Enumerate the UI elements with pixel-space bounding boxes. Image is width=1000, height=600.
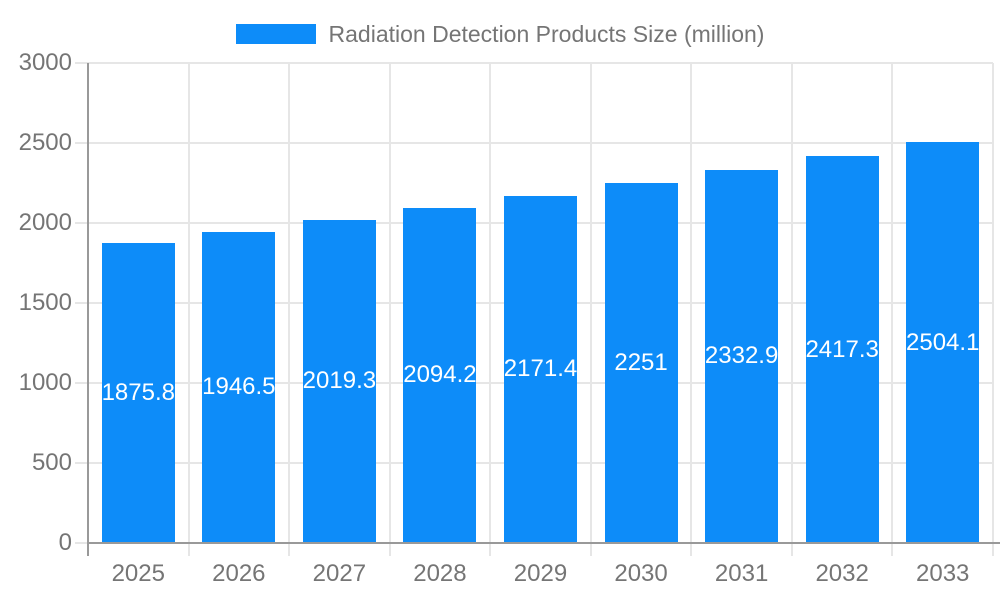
- bar[interactable]: [906, 142, 980, 543]
- y-axis-tick-label: 3000: [18, 49, 72, 76]
- gridline-vertical: [489, 63, 492, 556]
- x-axis-tick-label: 2025: [111, 560, 165, 587]
- bar-value-label: 2251: [614, 348, 668, 376]
- bar-value-label: 2019.3: [302, 367, 377, 395]
- gridline-vertical: [891, 63, 894, 556]
- y-axis-tick-label: 0: [58, 529, 72, 556]
- y-axis-tick-label: 2000: [18, 209, 72, 236]
- y-axis-tick-label: 1500: [18, 289, 72, 316]
- x-axis-tick-label: 2029: [513, 560, 568, 587]
- gridline-horizontal: [75, 142, 993, 144]
- bar[interactable]: [504, 195, 577, 543]
- bar-value-label: 2417.3: [805, 335, 879, 363]
- x-axis-tick-label: 2032: [815, 560, 869, 587]
- bar[interactable]: [202, 231, 276, 543]
- bar-value-label: 1875.8: [101, 378, 175, 406]
- gridline-vertical: [589, 63, 592, 556]
- gridline-horizontal: [75, 62, 993, 64]
- x-axis-tick-label: 2028: [413, 560, 467, 587]
- y-axis-tick-label: 1000: [18, 369, 72, 396]
- legend-label: Radiation Detection Products Size (milli…: [328, 21, 765, 47]
- gridline-vertical: [790, 63, 793, 556]
- y-axis-tick-label: 500: [31, 449, 72, 476]
- bar[interactable]: [101, 242, 175, 543]
- legend[interactable]: Radiation Detection Products Size (milli…: [0, 20, 1000, 48]
- bar-value-label: 2332.9: [704, 342, 779, 370]
- x-axis-tick-label: 2033: [916, 560, 970, 587]
- bar-value-label: 2504.1: [906, 328, 980, 356]
- gridline-vertical: [187, 63, 190, 556]
- y-axis-line: [87, 63, 89, 556]
- gridline-vertical: [690, 63, 693, 556]
- x-axis-tick-label: 2030: [614, 560, 668, 587]
- bar[interactable]: [403, 207, 477, 543]
- bar[interactable]: [302, 219, 376, 543]
- y-axis-tick-label: 2500: [18, 129, 72, 156]
- bar-value-label: 1946.5: [202, 373, 276, 401]
- bar[interactable]: [705, 169, 779, 543]
- x-axis-tick-label: 2026: [212, 560, 266, 587]
- bar-value-label: 2171.4: [503, 355, 578, 383]
- x-axis-line: [88, 542, 1000, 544]
- bar[interactable]: [604, 182, 678, 543]
- x-axis-tick-label: 2031: [714, 560, 769, 587]
- gridline-vertical: [992, 63, 994, 556]
- gridline-vertical: [288, 63, 291, 556]
- bar-value-label: 2094.2: [403, 361, 477, 389]
- legend-swatch-icon: [235, 24, 316, 44]
- x-axis-tick-label: 2027: [312, 560, 367, 587]
- bar[interactable]: [805, 156, 879, 543]
- gridline-vertical: [388, 63, 391, 556]
